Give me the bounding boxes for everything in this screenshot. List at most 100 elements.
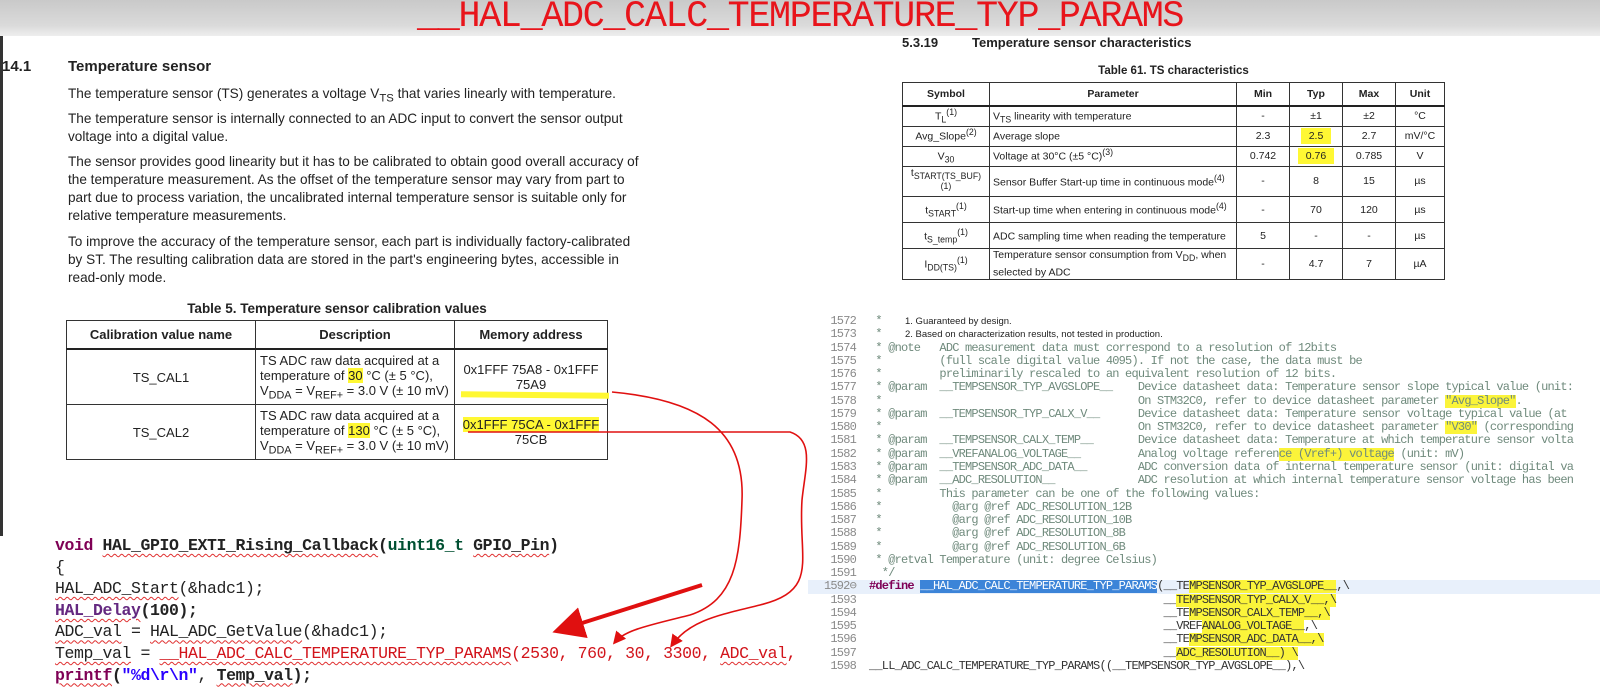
code-token: ,\ xyxy=(1336,580,1350,594)
cal-name: TS_CAL1 xyxy=(66,348,256,405)
table-row: TL(1) VTS linearity with temperature - ±1 ±2… xyxy=(902,105,1445,127)
paragraph: The sensor provides good linearity but i… xyxy=(68,154,639,223)
user-source-code[interactable]: void HAL_GPIO_EXTI_Rising_Callback(uint1… xyxy=(55,535,797,686)
line-number: 1590 xyxy=(830,553,856,567)
table-row: tS_temp(1) ADC sampling time when reading… xyxy=(902,222,1445,250)
code-line: 1589 * @arg @ref ADC_RESOLUTION_6B xyxy=(808,541,1600,554)
code-token: Temp_val xyxy=(216,665,293,685)
unit: µA xyxy=(1395,248,1445,280)
section-title: Temperature sensor characteristics xyxy=(972,35,1192,50)
line-number: 1595 xyxy=(830,620,856,634)
min-value: - xyxy=(1236,165,1290,198)
code-token: * On STM32C0, refer to device datasheet … xyxy=(869,394,1446,408)
parameter: Average slope xyxy=(989,125,1237,147)
code-token: void xyxy=(55,536,94,555)
paragraph: To improve the accuracy of the temperatu… xyxy=(68,234,631,285)
code-line: HAL_Delay(100); xyxy=(55,600,796,622)
line-number: 1594 xyxy=(830,606,856,620)
code-token: * preliminarily rescaled to an equivalen… xyxy=(869,368,1337,382)
unit: µs xyxy=(1395,222,1445,250)
code-token: * (full scale digital value 4095). If no… xyxy=(869,354,1362,368)
subscript: TS xyxy=(379,92,394,105)
symbol: Avg_Slope(2) xyxy=(902,125,990,147)
line-number: 1588 xyxy=(830,527,856,541)
code-line: 1588 * @arg @ref ADC_RESOLUTION_8B xyxy=(808,527,1600,540)
min-value: 0.742 xyxy=(1236,145,1290,167)
code-token: * @param __TEMPSENSOR_TYP_CALX_V__ Devic… xyxy=(869,407,1567,421)
column-header: Typ xyxy=(1289,82,1343,107)
line-number: 1598 xyxy=(830,660,856,674)
code-line: 1590 * @retval Temperature (unit: degree… xyxy=(808,554,1600,567)
code-token: * xyxy=(869,328,882,342)
typ-value: 8 xyxy=(1289,165,1343,198)
cal-address: 0x1FFF 75A8 - 0x1FFF 75A9 xyxy=(454,348,610,405)
calibration-table: Calibration value name Description Memor… xyxy=(66,320,610,460)
code-token xyxy=(93,536,103,555)
table-footnote: 2. Based on characterization results, no… xyxy=(905,329,1163,341)
code-line: 1572 * xyxy=(808,315,1600,328)
line-number: 1596 xyxy=(830,633,856,647)
line-number: 1597 xyxy=(830,646,856,660)
column-header: Parameter xyxy=(989,82,1237,107)
line-number: 1591 xyxy=(830,567,856,581)
code-token: #define xyxy=(869,580,915,594)
symbol: TL(1) xyxy=(902,105,990,127)
text: that varies linearly with temperature. xyxy=(393,86,616,101)
code-line: 1593 __TEMPSENSOR_TYP_CALX_V__,\ xyxy=(808,593,1600,607)
code-line: 1587 * @arg @ref ADC_RESOLUTION_10B xyxy=(808,514,1600,527)
code-token: (__TE xyxy=(1157,580,1190,594)
line-number: 1574 xyxy=(830,341,856,355)
column-header: Min xyxy=(1236,82,1290,107)
parameter: Sensor Buffer Start-up time in continuou… xyxy=(989,165,1237,198)
code-token: TEMPSENSOR_TYP_CALX_V__,\ xyxy=(1176,593,1337,607)
code-token: ANALOG_VOLTAGE__ xyxy=(1201,620,1305,634)
code-line: void HAL_GPIO_EXTI_Rising_Callback(uint1… xyxy=(55,535,796,557)
line-number: 1586 xyxy=(830,500,856,514)
line-number: 1584 xyxy=(830,474,856,488)
code-line: 1585 * This parameter can be one of the … xyxy=(808,488,1600,501)
code-token: (corresponding xyxy=(1477,421,1574,435)
code-token: HAL_Delay xyxy=(55,600,141,620)
max-value: - xyxy=(1342,222,1396,250)
code-token: MPSENSOR_CALX_TEMP__,\ xyxy=(1189,606,1331,620)
code-token: ); xyxy=(292,665,312,685)
column-header: Max xyxy=(1342,82,1396,107)
table-footnote: 1. Guaranteed by design. xyxy=(905,316,1012,327)
line-number: 1572 xyxy=(830,315,856,328)
code-line: 1580 * On STM32C0, refer to device datas… xyxy=(808,421,1600,435)
code-token: = xyxy=(131,643,160,663)
highlight-stroke xyxy=(460,391,610,399)
code-token: * xyxy=(869,315,882,328)
temperature-highlight: 30 xyxy=(348,367,363,383)
datasheet-section: 5.3.19 Temperature sensor characteristics xyxy=(902,35,1191,50)
code-token: * @arg @ref ADC_RESOLUTION_6B xyxy=(869,540,1126,554)
table-row: IDD(TS)(1) Temperature sensor consumption… xyxy=(902,248,1445,280)
max-value: 0.785 xyxy=(1342,145,1396,167)
section-number: 14.1 xyxy=(2,58,32,75)
code-token: * @note ADC measurement data must corres… xyxy=(869,341,1337,355)
code-token: * @param __TEMPSENSOR_TYP_AVGSLOPE__ Dev… xyxy=(869,381,1574,395)
library-source-editor[interactable]: 1572 * 1573 * 1574 * @note ADC measurement… xyxy=(808,315,1600,695)
code-token: , xyxy=(786,643,797,663)
min-value: 2.3 xyxy=(1236,125,1290,147)
code-line: 1576 * preliminarily rescaled to an equi… xyxy=(808,368,1600,381)
code-token: * @param __TEMPSENSOR_ADC_DATA__ ADC con… xyxy=(869,460,1574,474)
code-line: 1577 * @param __TEMPSENSOR_TYP_AVGSLOPE_… xyxy=(808,381,1600,394)
line-number: 1578 xyxy=(830,394,856,408)
column-header: Unit xyxy=(1395,82,1445,107)
code-line: 1575 * (full scale digital value 4095). … xyxy=(808,355,1600,368)
code-token: HAL_ADC_Start xyxy=(55,579,179,599)
code-token: . xyxy=(1515,394,1523,408)
code-token: ( xyxy=(140,600,151,620)
code-token: * @retval Temperature (unit: degree Cels… xyxy=(869,553,1158,567)
code-token: , xyxy=(197,665,217,685)
table-row: Avg_Slope(2) Average slope 2.3 2.5 2.7 mV/°C xyxy=(902,125,1445,147)
code-token: ( xyxy=(378,536,388,555)
line-number: 1580 xyxy=(830,421,856,435)
code-token: ADC_RESOLUTION__) \ xyxy=(1176,646,1299,660)
code-token: (2530, 760, 30, 3300, xyxy=(511,643,721,663)
code-token: __TE xyxy=(869,606,1190,620)
table-title: Table 61. TS characteristics xyxy=(1098,65,1249,77)
min-value: - xyxy=(1236,105,1290,127)
code-token: GPIO_Pin xyxy=(473,536,550,555)
